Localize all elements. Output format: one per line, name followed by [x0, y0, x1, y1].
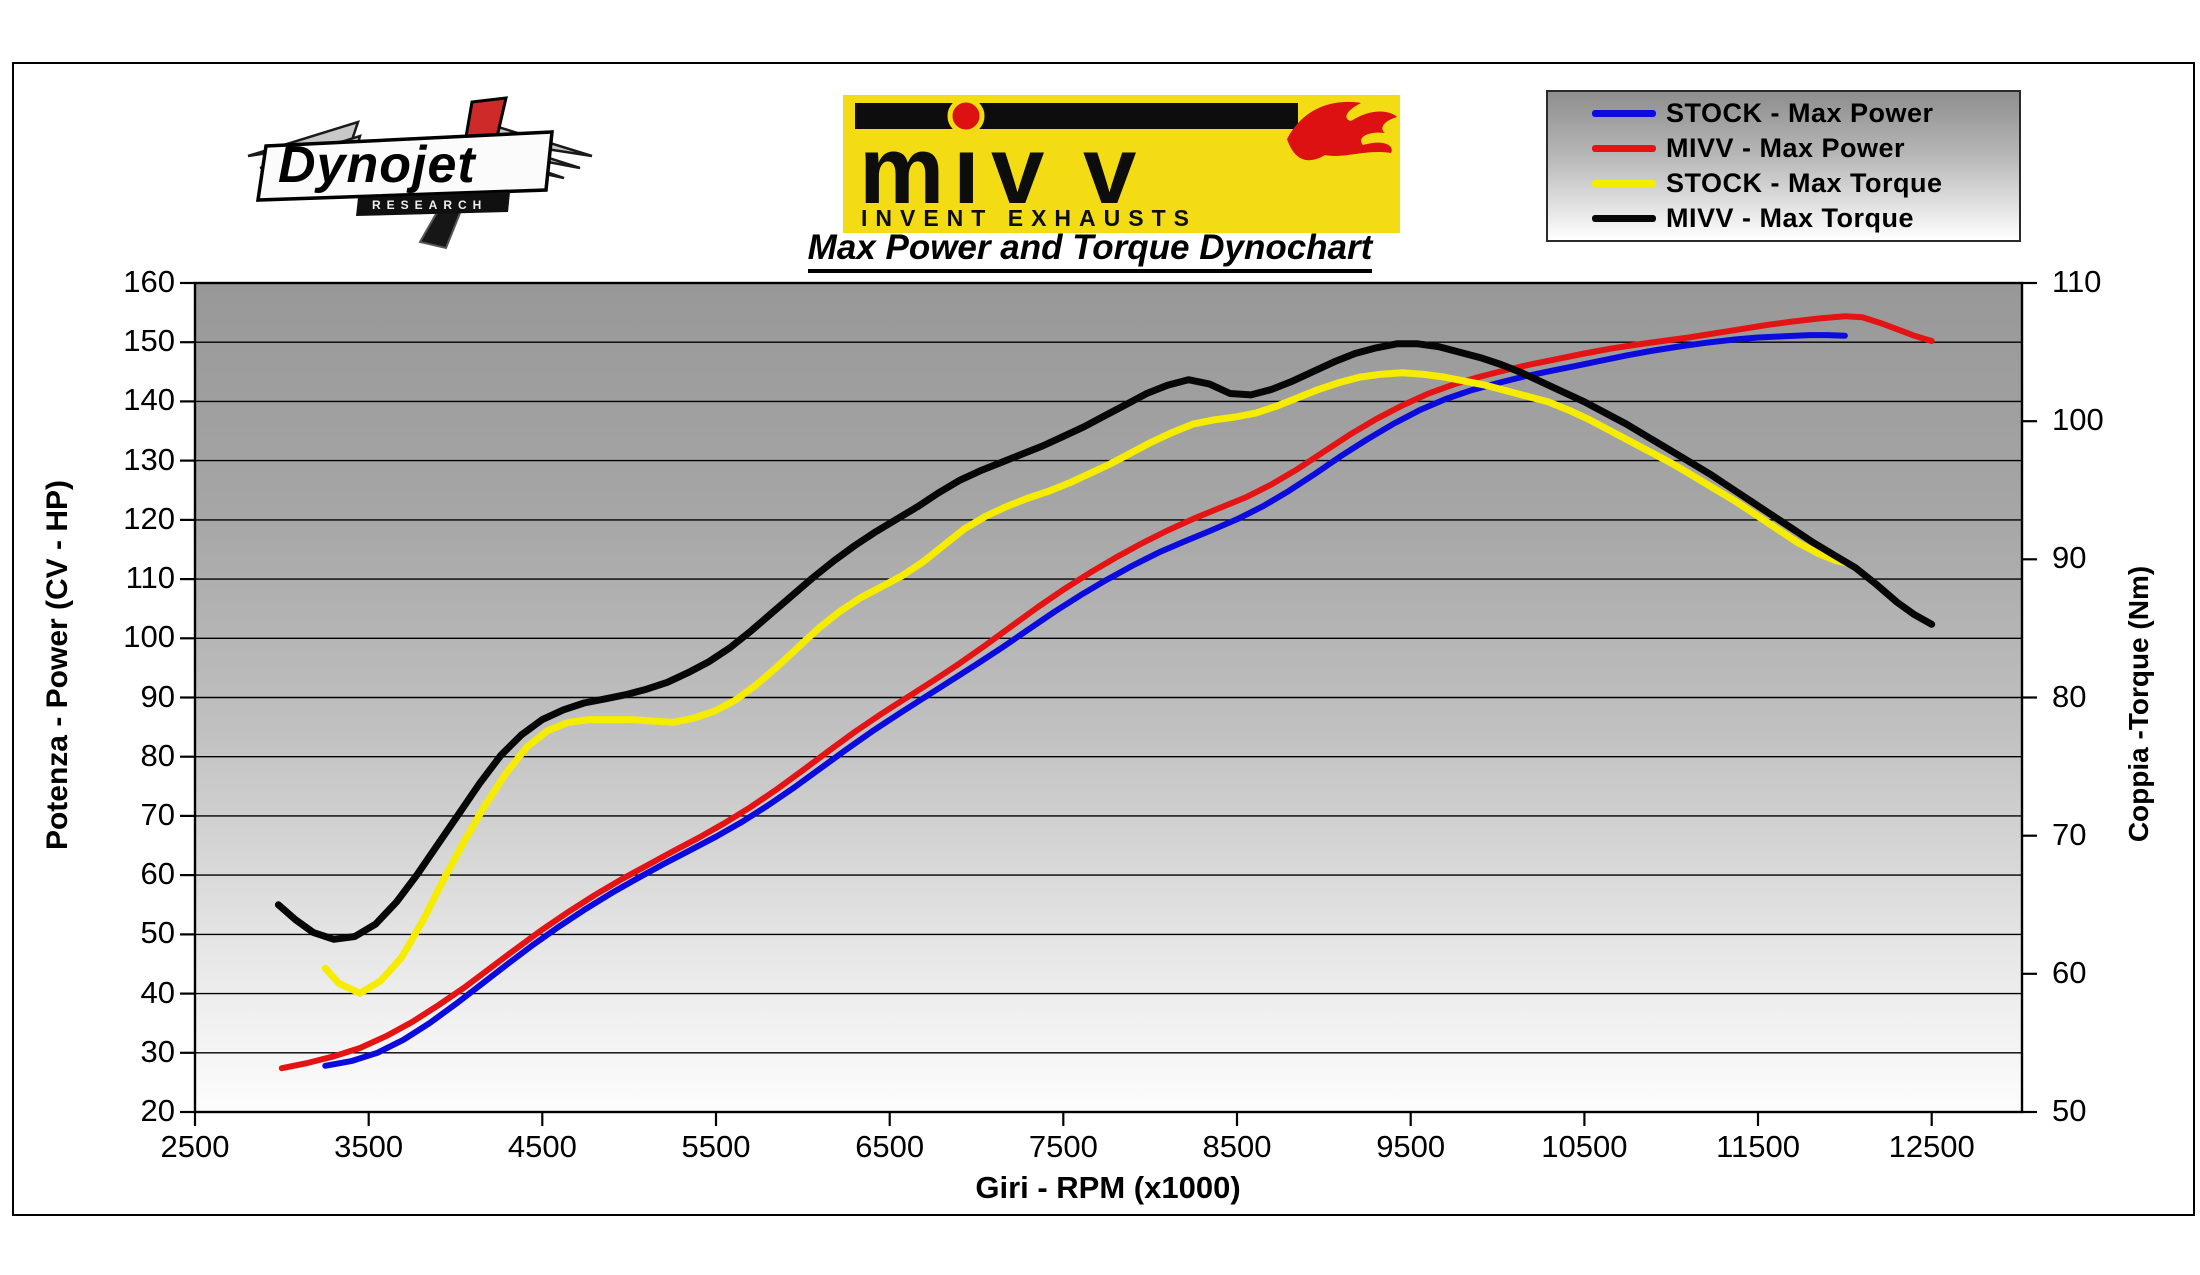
legend-swatch-stock-torque	[1592, 180, 1656, 187]
left-axis-tick-label: 100	[123, 619, 175, 655]
mivv-letter: v	[1083, 117, 1136, 224]
legend-swatch-stock-power	[1592, 110, 1656, 117]
mivv-tagline: INVENT EXHAUSTS	[861, 205, 1197, 231]
legend-item-mivv-torque: MIVV - Max Torque	[1592, 201, 2019, 236]
left-axis-tick-label: 50	[140, 915, 175, 951]
left-axis-tick-label: 140	[123, 382, 175, 418]
right-axis-tick-label: 50	[2052, 1093, 2087, 1128]
dynojet-wordmark-box	[255, 130, 554, 202]
x-axis-tick-label: 12500	[1888, 1129, 1975, 1164]
series-stock_power	[322, 332, 1848, 1069]
right-axis-tick-label: 110	[2052, 264, 2102, 299]
left-axis-tick-label: 130	[123, 441, 175, 477]
left-axis-tick-label: 70	[140, 796, 175, 832]
dynojet-research-bar	[356, 192, 510, 216]
legend-item-stock-torque: STOCK - Max Torque	[1592, 166, 2019, 201]
dynojet-wordmark: Dynojet	[278, 136, 477, 194]
right-axis-title: Coppia -Torque (Nm)	[2123, 565, 2154, 843]
x-axis-tick-label: 3500	[334, 1129, 404, 1164]
right-axis-tick-label: 60	[2052, 954, 2087, 990]
x-axis-tick-label: 6500	[855, 1129, 925, 1164]
mivv-top-bar	[855, 103, 1298, 129]
dynojet-logo: Dynojet RESEARCH	[247, 96, 593, 250]
mivv-logo-banner: m ı v v INVENT EXHAUSTS	[843, 95, 1400, 233]
left-axis-tick-label: 80	[140, 737, 175, 773]
series-mivv_power	[278, 313, 1935, 1072]
right-axis-tick-label: 70	[2052, 816, 2087, 852]
right-axis-tick-label: 90	[2052, 540, 2087, 576]
x-axis-tick-label: 9500	[1376, 1129, 1446, 1164]
x-axis-tick-label: 5500	[681, 1129, 751, 1164]
plot-border	[193, 281, 2024, 1114]
series-mivv_torque	[274, 340, 1936, 943]
legend-label: MIVV - Max Power	[1666, 133, 1906, 163]
mivv-letter: ı	[953, 117, 980, 224]
left-axis-tick-label: 120	[123, 500, 175, 536]
left-axis-tick-label: 20	[140, 1093, 175, 1128]
left-axis-tick-label: 90	[140, 678, 175, 714]
x-axis-title: Giri - RPM (x1000)	[975, 1170, 1241, 1205]
left-axis-tick-label: 30	[140, 1033, 175, 1069]
x-axis-tick-label: 11500	[1716, 1129, 1800, 1164]
x-axis-tick-label: 4500	[507, 1129, 577, 1164]
legend-swatch-mivv-torque	[1592, 215, 1656, 222]
x-axis-tick-label: 10500	[1541, 1129, 1628, 1164]
right-axis-tick-label: 100	[2052, 402, 2104, 438]
legend-label: MIVV - Max Torque	[1666, 203, 1915, 233]
mivv-flame-icon	[1287, 101, 1397, 161]
left-axis-tick-label: 160	[123, 264, 175, 299]
left-axis-tick-label: 150	[123, 323, 175, 359]
legend-label: STOCK - Max Power	[1666, 98, 1934, 128]
x-axis-tick-label: 2500	[160, 1129, 230, 1164]
right-axis-tick-label: 80	[2052, 678, 2087, 714]
legend-item-stock-power: STOCK - Max Power	[1592, 96, 2019, 131]
left-axis-tick-label: 40	[140, 974, 175, 1010]
left-axis-title: Potenza - Power (CV - HP)	[41, 479, 74, 851]
mivv-i-dot	[947, 97, 985, 135]
left-axis-tick-label: 110	[125, 560, 175, 596]
chart-title: Max Power and Torque Dynochart	[600, 228, 1580, 273]
legend-label: STOCK - Max Torque	[1666, 168, 1943, 198]
legend-item-mivv-power: MIVV - Max Power	[1592, 131, 2019, 166]
mivv-wordmark: m ı v v	[859, 117, 1136, 224]
mivv-letter: m	[859, 117, 944, 224]
x-axis-tick-label: 8500	[1202, 1129, 1272, 1164]
series-stock_torque	[321, 369, 1852, 997]
legend-swatch-mivv-power	[1592, 145, 1656, 152]
mivv-letter: v	[991, 117, 1044, 224]
left-axis-tick-label: 60	[140, 856, 175, 892]
chart-title-text: Max Power and Torque Dynochart	[807, 228, 1373, 273]
dynojet-research-label: RESEARCH	[372, 198, 487, 212]
legend-box: STOCK - Max Power MIVV - Max Power STOCK…	[1546, 90, 2021, 242]
x-axis-tick-label: 7500	[1028, 1129, 1098, 1164]
